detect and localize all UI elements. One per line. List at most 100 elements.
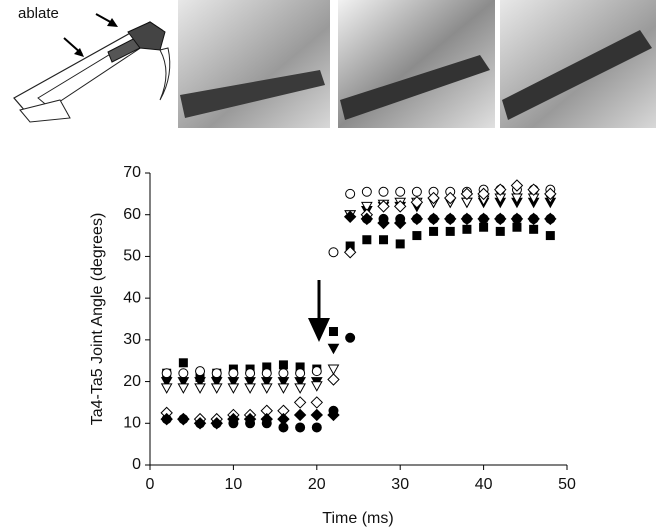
- data-point: [360, 201, 373, 213]
- data-point: [545, 231, 555, 241]
- data-point: [511, 193, 523, 205]
- y-tick-label: 30: [123, 331, 141, 348]
- y-tick-label: 20: [123, 373, 141, 390]
- data-point: [378, 186, 389, 197]
- data-point: [345, 332, 356, 343]
- data-point: [377, 200, 390, 213]
- data-point: [410, 195, 424, 209]
- data-point: [361, 186, 372, 197]
- data-point: [210, 377, 223, 388]
- data-point: [411, 186, 422, 197]
- data-point: [379, 235, 389, 245]
- data-point: [377, 216, 390, 230]
- data-point: [278, 368, 289, 379]
- data-point: [227, 377, 240, 388]
- data-point: [477, 187, 490, 201]
- data-point: [244, 377, 256, 388]
- data-point: [311, 366, 322, 377]
- data-point: [327, 343, 340, 355]
- y-tick-label: 50: [123, 248, 141, 265]
- data-point: [261, 368, 272, 379]
- data-point: [161, 368, 172, 379]
- annotation: ablate: [18, 5, 59, 22]
- data-point: [194, 383, 206, 394]
- data-point: [462, 224, 472, 234]
- data-point: [295, 422, 306, 433]
- data-point: [510, 179, 524, 192]
- data-point: [193, 417, 207, 430]
- data-point: [293, 396, 307, 409]
- data-point: [495, 226, 505, 236]
- y-tick-label: 10: [123, 415, 141, 432]
- x-tick-label: 50: [558, 476, 576, 493]
- data-point: [295, 368, 306, 379]
- data-point: [444, 191, 457, 205]
- data-point: [544, 212, 557, 226]
- data-point: [460, 187, 474, 201]
- y-axis-label: Ta4-Ta5 Joint Angle (degrees): [89, 213, 106, 426]
- x-tick-label: 10: [225, 476, 243, 493]
- data-point: [477, 212, 490, 226]
- data-point: [360, 212, 374, 226]
- data-point: [177, 383, 190, 394]
- data-point: [510, 212, 524, 226]
- data-point: [278, 360, 288, 370]
- data-point: [311, 422, 322, 433]
- x-tick-label: 0: [146, 476, 155, 493]
- data-point: [445, 226, 455, 236]
- data-point: [160, 383, 173, 394]
- data-point: [327, 364, 340, 376]
- data-point: [178, 358, 188, 368]
- data-point: [293, 408, 307, 422]
- data-point: [527, 183, 540, 196]
- data-point: [194, 377, 206, 388]
- data-point: [210, 383, 223, 394]
- data-point: [412, 231, 422, 241]
- data-point: [327, 408, 340, 422]
- data-point: [277, 412, 290, 426]
- data-point: [160, 377, 173, 388]
- data-point: [345, 188, 356, 199]
- x-tick-label: 30: [391, 476, 409, 493]
- data-point: [310, 381, 323, 392]
- data-point: [393, 216, 407, 230]
- data-point: [393, 200, 407, 213]
- data-point: [410, 212, 424, 226]
- data-point: [444, 212, 457, 226]
- data-point: [429, 226, 439, 236]
- data-point: [328, 247, 339, 258]
- data-point: [160, 412, 173, 426]
- data-point: [177, 377, 190, 388]
- data-point: [544, 187, 557, 201]
- data-point: [460, 212, 474, 226]
- data-point: [211, 368, 222, 379]
- data-point: [395, 239, 405, 249]
- data-point: [527, 212, 540, 226]
- data-point: [529, 224, 539, 234]
- data-point: [177, 412, 190, 426]
- data-point: [328, 327, 338, 337]
- x-tick-label: 40: [475, 476, 493, 493]
- data-point: [362, 235, 372, 245]
- data-point: [228, 368, 239, 379]
- data-point: [310, 408, 324, 422]
- data-point: [260, 383, 273, 394]
- x-axis-label: Time (ms): [322, 510, 393, 527]
- y-tick-label: 70: [123, 164, 141, 181]
- data-point: [395, 186, 406, 197]
- data-point: [294, 383, 306, 394]
- data-point: [244, 383, 256, 394]
- data-point: [494, 212, 507, 226]
- arrow-annotation: [308, 280, 330, 342]
- data-point: [277, 383, 290, 394]
- data-point: [210, 417, 223, 430]
- data-point: [245, 368, 256, 379]
- data-point: [227, 383, 240, 394]
- y-tick-label: 40: [123, 289, 141, 306]
- photos: [178, 0, 656, 128]
- data-point: [343, 246, 357, 259]
- x-tick-label: 20: [308, 476, 326, 493]
- data-point: [427, 191, 440, 205]
- data-point: [243, 412, 257, 426]
